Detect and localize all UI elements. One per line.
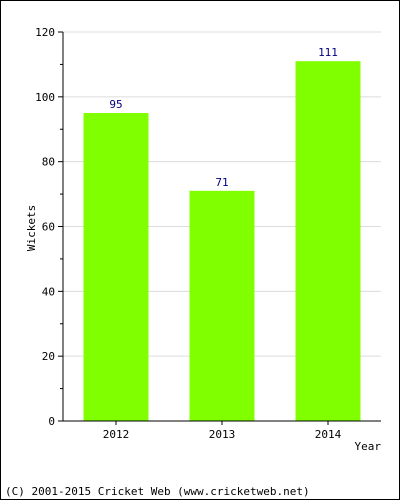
y-tick-label-120: 120	[35, 26, 55, 39]
bar-2013	[189, 190, 255, 421]
data-labels: 95 71 111	[109, 46, 338, 189]
bar-2012	[83, 113, 149, 422]
data-label-2012: 95	[109, 98, 122, 111]
bar-series	[83, 61, 361, 422]
copyright-text: (C) 2001-2015 Cricket Web (www.cricketwe…	[5, 485, 310, 498]
x-axis-label: Year	[355, 440, 382, 453]
x-tick-label-2014: 2014	[315, 428, 342, 441]
bar-2014	[295, 61, 361, 422]
x-tick-label-2012: 2012	[103, 428, 130, 441]
y-tick-label-20: 20	[42, 350, 55, 363]
y-tick-label-60: 60	[42, 221, 55, 234]
y-axis-label: Wickets	[25, 205, 38, 251]
y-tick-label-100: 100	[35, 91, 55, 104]
y-ticks: 0 20 40 60 80 100 120	[35, 26, 63, 428]
y-tick-label-0: 0	[48, 415, 55, 428]
data-label-2013: 71	[215, 176, 228, 189]
x-tick-label-2013: 2013	[209, 428, 236, 441]
y-tick-label-80: 80	[42, 156, 55, 169]
y-tick-label-40: 40	[42, 285, 55, 298]
x-tick-labels: 2012 2013 2014	[103, 428, 342, 441]
data-label-2014: 111	[318, 46, 338, 59]
